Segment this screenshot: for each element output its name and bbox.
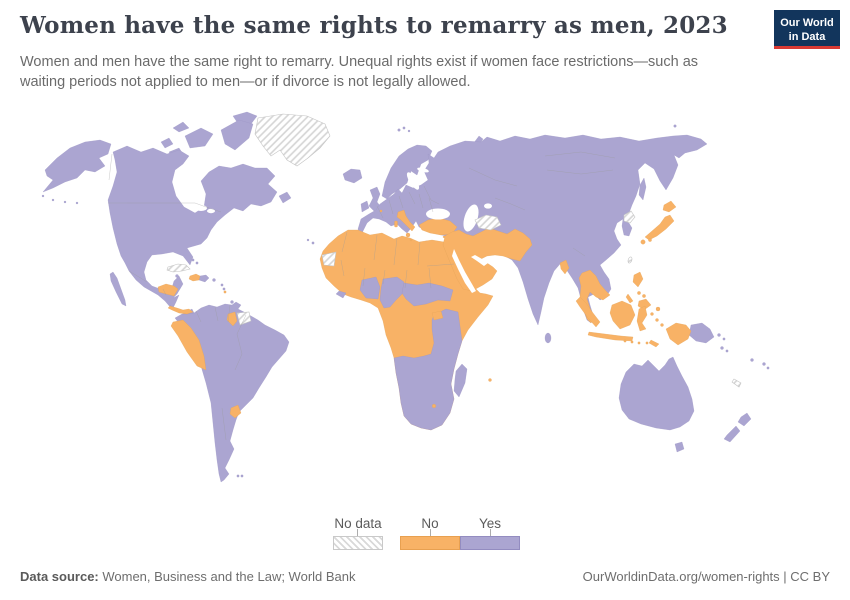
license-link[interactable]: OurWorldinData.org/women-rights | CC BY [582,569,830,584]
map-regions-no-data[interactable] [166,113,742,388]
map-regions-yes[interactable] [41,111,770,483]
map-regions-africa-yes[interactable] [335,276,468,431]
sea-shapes [191,167,492,293]
data-source: Data source: Women, Business and the Law… [20,569,356,584]
legend-swatch-no-data[interactable] [333,536,383,550]
legend-tick [490,529,491,536]
legend-tick [430,529,431,536]
owid-logo-line1: Our World [780,17,834,29]
legend-tick [357,529,358,536]
map-regions-no[interactable] [157,200,692,419]
page-title: Women have the same rights to remarry as… [20,12,728,39]
legend-label-no-data: No data [334,516,382,531]
chart-subtitle: Women and men have the same right to rem… [20,54,699,90]
world-map[interactable] [25,108,825,512]
legend-label-no: No [421,516,439,531]
data-source-label: Data source: [20,569,99,584]
legend-label-yes: Yes [478,516,502,531]
data-source-text: Women, Business and the Law; World Bank [98,569,356,584]
legend-swatch-no[interactable] [400,536,460,550]
owid-logo[interactable]: Our World in Data [774,10,840,49]
owid-logo-line2: in Data [788,30,826,43]
country-borders [108,151,616,441]
legend-swatch-yes[interactable] [460,536,520,550]
